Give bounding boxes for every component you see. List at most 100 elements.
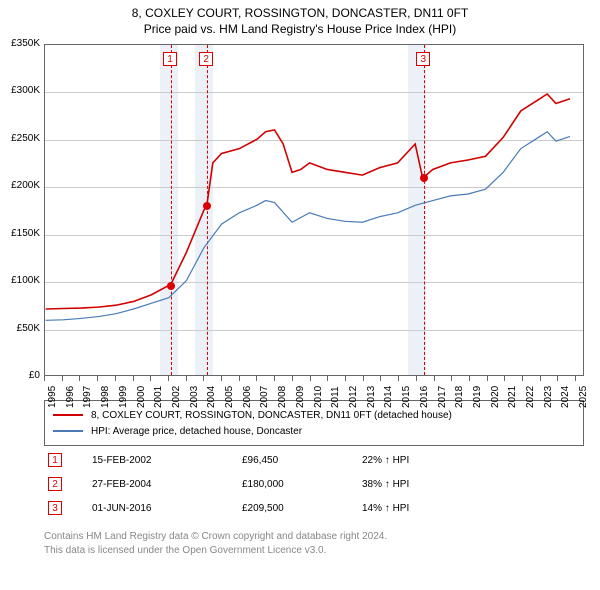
x-tick	[522, 376, 523, 381]
x-axis-label: 2001	[153, 386, 164, 408]
sale-diff: 22% ↑ HPI	[362, 455, 482, 466]
legend-item: HPI: Average price, detached house, Donc…	[53, 423, 575, 439]
x-axis-label: 1996	[65, 386, 76, 408]
y-axis-label: £350K	[0, 38, 40, 49]
y-axis-label: £0	[0, 370, 40, 381]
x-axis-label: 2019	[472, 386, 483, 408]
footer-line-1: Contains HM Land Registry data © Crown c…	[44, 530, 584, 544]
x-axis-label: 2002	[171, 386, 182, 408]
y-axis-label: £50K	[0, 323, 40, 334]
price-paid-line	[46, 94, 570, 309]
sale-date: 15-FEB-2002	[92, 455, 242, 466]
sale-date: 01-JUN-2016	[92, 503, 242, 514]
y-axis-label: £150K	[0, 228, 40, 239]
x-tick	[168, 376, 169, 381]
x-axis-label: 2017	[437, 386, 448, 408]
y-axis-label: £200K	[0, 180, 40, 191]
sale-marker-flag: 1	[163, 52, 177, 66]
x-tick	[434, 376, 435, 381]
title-line-1: 8, COXLEY COURT, ROSSINGTON, DONCASTER, …	[0, 6, 600, 20]
x-axis-label: 1998	[100, 386, 111, 408]
x-tick	[487, 376, 488, 381]
y-axis-label: £300K	[0, 85, 40, 96]
x-tick	[97, 376, 98, 381]
sale-price: £96,450	[242, 455, 362, 466]
x-tick	[504, 376, 505, 381]
x-axis-label: 2011	[330, 386, 341, 408]
x-axis-label: 2006	[242, 386, 253, 408]
x-tick	[62, 376, 63, 381]
x-axis-label: 2008	[277, 386, 288, 408]
x-tick	[540, 376, 541, 381]
chart-lines	[45, 45, 583, 375]
x-tick	[203, 376, 204, 381]
x-tick	[274, 376, 275, 381]
legend-label: HPI: Average price, detached house, Donc…	[91, 426, 302, 437]
x-axis-label: 2012	[348, 386, 359, 408]
sale-row: 301-JUN-2016£209,50014% ↑ HPI	[44, 496, 584, 520]
x-axis-label: 1995	[47, 386, 58, 408]
x-tick	[292, 376, 293, 381]
x-axis-label: 2024	[560, 386, 571, 408]
sale-row-marker: 2	[48, 477, 62, 491]
x-axis-label: 2003	[189, 386, 200, 408]
x-axis-label: 2025	[578, 386, 589, 408]
x-axis-label: 1997	[82, 386, 93, 408]
x-axis-label: 2015	[401, 386, 412, 408]
sale-date: 27-FEB-2004	[92, 479, 242, 490]
x-tick	[44, 376, 45, 381]
sale-marker-flag: 2	[199, 52, 213, 66]
x-axis-label: 2010	[313, 386, 324, 408]
hpi-line	[46, 132, 570, 321]
x-tick	[469, 376, 470, 381]
sales-table: 1 15-FEB-2002£96,45022% ↑ HPI 2 27-FEB-2004…	[44, 448, 584, 520]
x-tick	[150, 376, 151, 381]
x-tick	[363, 376, 364, 381]
x-tick	[133, 376, 134, 381]
sale-row: 1 15-FEB-2002£96,45022% ↑ HPI	[44, 448, 584, 472]
chart-plot-area	[44, 44, 584, 376]
x-tick	[186, 376, 187, 381]
sale-diff: 38% ↑ HPI	[362, 479, 482, 490]
x-axis-label: 2021	[507, 386, 518, 408]
x-tick	[451, 376, 452, 381]
x-tick	[327, 376, 328, 381]
x-tick	[239, 376, 240, 381]
sale-price: £209,500	[242, 503, 362, 514]
x-axis-label: 2022	[525, 386, 536, 408]
x-axis-label: 2014	[383, 386, 394, 408]
footer-attribution: Contains HM Land Registry data © Crown c…	[44, 530, 584, 558]
legend-item: 8, COXLEY COURT, ROSSINGTON, DONCASTER, …	[53, 407, 575, 423]
x-axis-label: 2013	[366, 386, 377, 408]
sale-row: 2 27-FEB-2004£180,00038% ↑ HPI	[44, 472, 584, 496]
x-tick	[115, 376, 116, 381]
x-axis-label: 2007	[259, 386, 270, 408]
x-tick	[345, 376, 346, 381]
x-axis-label: 1999	[118, 386, 129, 408]
x-axis-label: 2004	[206, 386, 217, 408]
x-axis-label: 2016	[419, 386, 430, 408]
x-axis-label: 2009	[295, 386, 306, 408]
footer-line-2: This data is licensed under the Open Gov…	[44, 544, 584, 558]
x-axis-label: 2005	[224, 386, 235, 408]
x-axis-label: 2018	[454, 386, 465, 408]
sale-dot	[167, 282, 175, 290]
sale-diff: 14% ↑ HPI	[362, 503, 482, 514]
x-tick	[557, 376, 558, 381]
sale-price: £180,000	[242, 479, 362, 490]
x-tick	[575, 376, 576, 381]
x-tick	[416, 376, 417, 381]
y-axis-label: £100K	[0, 275, 40, 286]
x-tick	[380, 376, 381, 381]
legend-swatch	[53, 430, 83, 432]
x-axis-label: 2020	[490, 386, 501, 408]
y-axis-label: £250K	[0, 133, 40, 144]
sale-row-marker: 1	[48, 453, 62, 467]
title-line-2: Price paid vs. HM Land Registry's House …	[0, 22, 600, 36]
x-tick	[256, 376, 257, 381]
x-tick	[79, 376, 80, 381]
x-tick	[310, 376, 311, 381]
legend-swatch	[53, 414, 83, 416]
legend-label: 8, COXLEY COURT, ROSSINGTON, DONCASTER, …	[91, 410, 452, 421]
x-tick	[221, 376, 222, 381]
